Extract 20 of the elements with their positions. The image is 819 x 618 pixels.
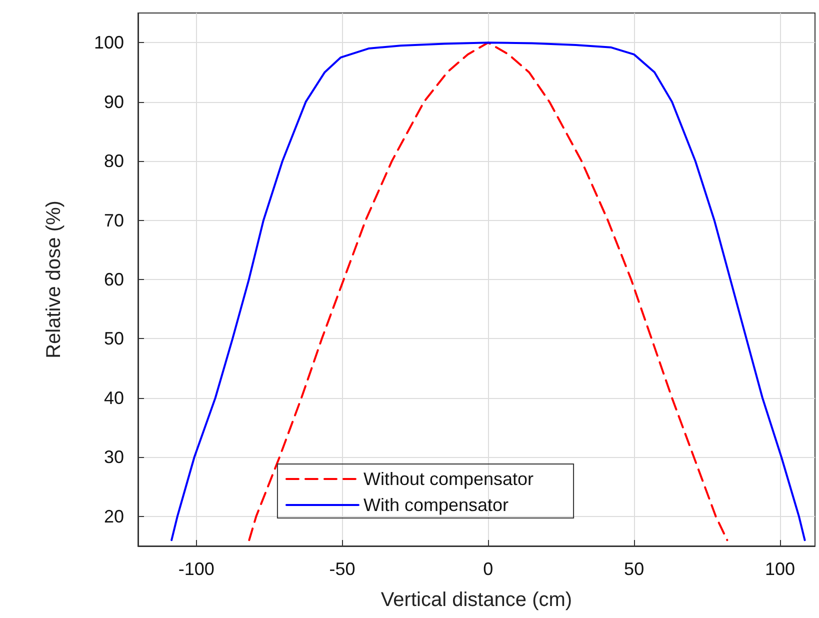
- y-tick-label: 20: [104, 506, 124, 526]
- legend-label: With compensator: [363, 495, 509, 515]
- legend-label: Without compensator: [363, 469, 534, 489]
- y-tick-label: 30: [104, 447, 124, 468]
- y-tick-label: 50: [104, 328, 124, 349]
- y-tick-label: 90: [104, 92, 124, 112]
- y-axis-title: Relative dose (%): [43, 200, 65, 358]
- y-tick-label: 60: [104, 270, 124, 290]
- x-tick-label: 0: [483, 559, 494, 579]
- x-tick-label: -100: [178, 559, 214, 579]
- x-tick-label: -50: [329, 559, 356, 579]
- x-tick-label: 50: [624, 559, 644, 579]
- y-tick-label: 40: [104, 388, 124, 408]
- y-tick-label: 70: [104, 210, 124, 230]
- line-series: [248, 42, 728, 542]
- line-series: [170, 42, 806, 542]
- x-tick-label: 100: [764, 559, 796, 579]
- y-tick-label: 100: [94, 32, 124, 53]
- y-tick-label: 80: [104, 151, 124, 172]
- x-axis-title: Vertical distance (cm): [380, 589, 572, 611]
